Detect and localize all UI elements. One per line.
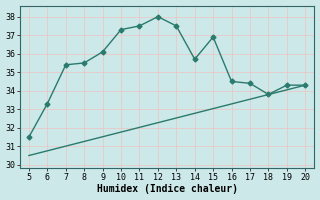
X-axis label: Humidex (Indice chaleur): Humidex (Indice chaleur) [97,184,237,194]
